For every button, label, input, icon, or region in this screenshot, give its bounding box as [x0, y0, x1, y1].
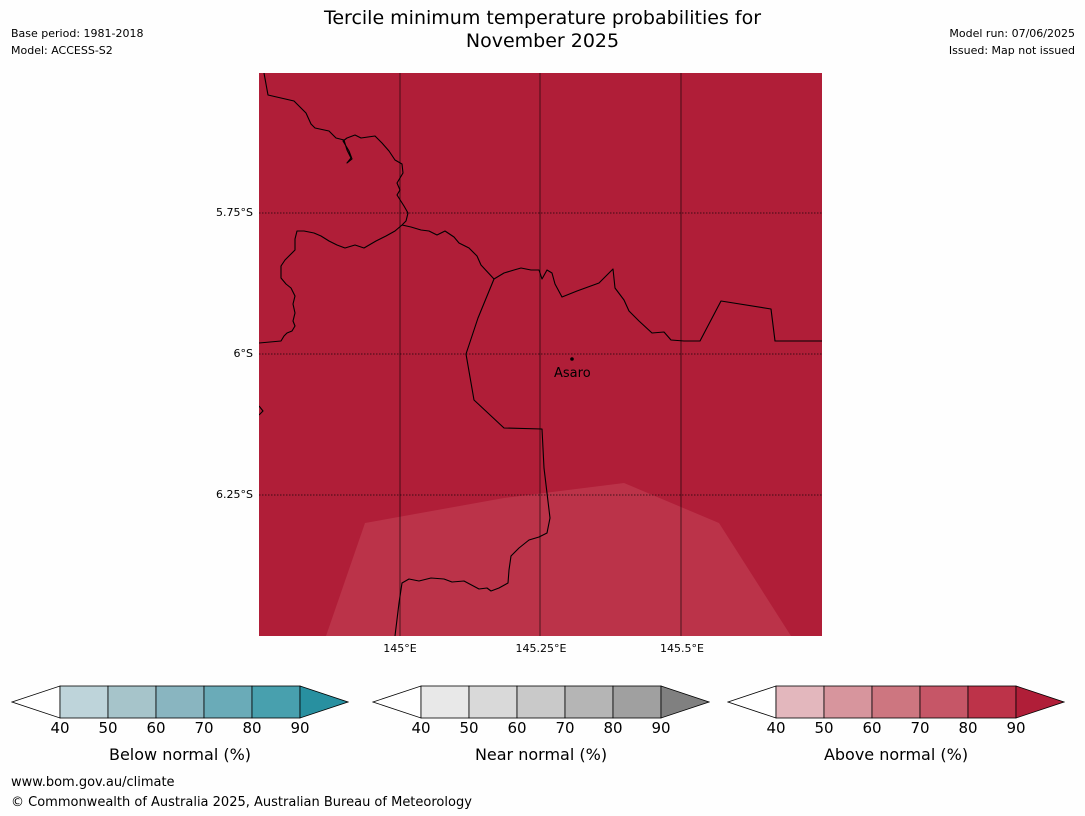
- footer-url: www.bom.gov.au/climate: [11, 775, 175, 790]
- colorbar-extend-high: [660, 685, 710, 719]
- footer-copyright: © Commonwealth of Australia 2025, Austra…: [11, 795, 472, 810]
- colorbar-segment: [871, 685, 921, 719]
- colorbar-tick-label: 60: [146, 719, 166, 737]
- map-title: Tercile minimum temperature probabilitie…: [0, 7, 1085, 53]
- asaro-marker: [570, 357, 574, 361]
- map-panel: Asaro: [259, 73, 822, 636]
- colorbar-1: [11, 685, 349, 719]
- model-run-text: Model run: 07/06/2025: [949, 27, 1075, 40]
- issued-text: Issued: Map not issued: [948, 44, 1075, 57]
- lat-label-6-25s: 6.25°S: [216, 488, 253, 501]
- colorbar-tick-label: 80: [242, 719, 262, 737]
- lon-label-145e: 145°E: [383, 642, 417, 655]
- colorbar-extend-low: [727, 685, 777, 719]
- header-meta-right: Model run: 07/06/2025 Issued: Map not is…: [949, 25, 1075, 59]
- colorbar-tick-label: 40: [411, 719, 431, 737]
- colorbar-segment: [203, 685, 253, 719]
- border-line-edge: [259, 405, 264, 416]
- colorbar-tick-label: 90: [651, 719, 671, 737]
- asaro-label: Asaro: [554, 366, 591, 381]
- border-line-central: [401, 224, 822, 342]
- colorbar-tick-label: 80: [958, 719, 978, 737]
- model-text: Model: ACCESS-S2: [11, 44, 113, 57]
- colorbar-segment: [468, 685, 518, 719]
- colorbar-tick-label: 40: [50, 719, 70, 737]
- colorbar-tick-label: 90: [1006, 719, 1026, 737]
- title-line-1: Tercile minimum temperature probabilitie…: [323, 7, 762, 29]
- colorbar-tick-label: 70: [910, 719, 930, 737]
- graticule: [259, 73, 822, 636]
- colorbar-tick-label: 50: [98, 719, 118, 737]
- colorbar-segment: [251, 685, 301, 719]
- lon-label-145-25e: 145.25°E: [515, 642, 567, 655]
- lon-label-145-5e: 145.5°E: [660, 642, 704, 655]
- colorbar-label: Near normal (%): [474, 745, 608, 764]
- border-line-west: [259, 224, 403, 344]
- colorbar-3: [727, 685, 1065, 719]
- colorbar-segment: [967, 685, 1017, 719]
- colorbar-extend-low: [372, 685, 422, 719]
- colorbar-tick-label: 60: [862, 719, 882, 737]
- base-period-text: Base period: 1981-2018: [11, 27, 144, 40]
- lat-label-6s: 6°S: [233, 347, 253, 360]
- colorbar-tick-label: 50: [814, 719, 834, 737]
- colorbar-segment: [59, 685, 109, 719]
- colorbar-segment: [775, 685, 825, 719]
- colorbar-tick-label: 80: [603, 719, 623, 737]
- colorbar-segment: [516, 685, 566, 719]
- colorbar-label: Below normal (%): [108, 745, 252, 764]
- lat-label-5-75s: 5.75°S: [216, 206, 253, 219]
- colorbar-segment: [564, 685, 614, 719]
- colorbar-tick-label: 90: [290, 719, 310, 737]
- probability-region-80: [326, 483, 791, 636]
- title-line-2: November 2025: [465, 30, 620, 52]
- colorbar-segment: [612, 685, 662, 719]
- colorbar-extend-low: [11, 685, 61, 719]
- header-meta-left: Base period: 1981-2018 Model: ACCESS-S2: [11, 25, 143, 59]
- colorbar-tick-label: 50: [459, 719, 479, 737]
- colorbar-tick-label: 60: [507, 719, 527, 737]
- colorbar-extend-high: [299, 685, 349, 719]
- colorbar-label: Above normal (%): [823, 745, 969, 764]
- colorbar-extend-high: [1015, 685, 1065, 719]
- colorbar-segment: [107, 685, 157, 719]
- border-line-north: [263, 73, 409, 226]
- colorbar-segment: [420, 685, 470, 719]
- colorbar-tick-label: 40: [766, 719, 786, 737]
- province-borders: [259, 73, 822, 636]
- colorbar-tick-label: 70: [555, 719, 575, 737]
- colorbar-segment: [919, 685, 969, 719]
- colorbar-segment: [155, 685, 205, 719]
- colorbar-2: [372, 685, 710, 719]
- colorbar-segment: [823, 685, 873, 719]
- border-line-south: [394, 278, 551, 636]
- colorbar-tick-label: 70: [194, 719, 214, 737]
